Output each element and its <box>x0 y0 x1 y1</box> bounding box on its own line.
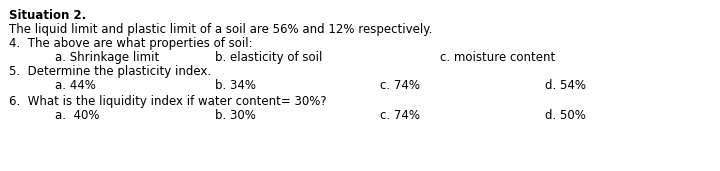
Text: a.  40%: a. 40% <box>55 109 99 122</box>
Text: d. 50%: d. 50% <box>545 109 586 122</box>
Text: c. 74%: c. 74% <box>380 109 420 122</box>
Text: d. 54%: d. 54% <box>545 79 586 92</box>
Text: a. 44%: a. 44% <box>55 79 96 92</box>
Text: Situation 2.: Situation 2. <box>9 9 86 22</box>
Text: c. 74%: c. 74% <box>380 79 420 92</box>
Text: b. elasticity of soil: b. elasticity of soil <box>215 51 323 64</box>
Text: c. moisture content: c. moisture content <box>440 51 555 64</box>
Text: The liquid limit and plastic limit of a soil are 56% and 12% respectively.: The liquid limit and plastic limit of a … <box>9 23 433 36</box>
Text: 4.  The above are what properties of soil:: 4. The above are what properties of soil… <box>9 37 253 50</box>
Text: 6.  What is the liquidity index if water content= 30%?: 6. What is the liquidity index if water … <box>9 95 327 108</box>
Text: 5.  Determine the plasticity index.: 5. Determine the plasticity index. <box>9 65 211 78</box>
Text: b. 34%: b. 34% <box>215 79 256 92</box>
Text: b. 30%: b. 30% <box>215 109 256 122</box>
Text: a. Shrinkage limit: a. Shrinkage limit <box>55 51 159 64</box>
